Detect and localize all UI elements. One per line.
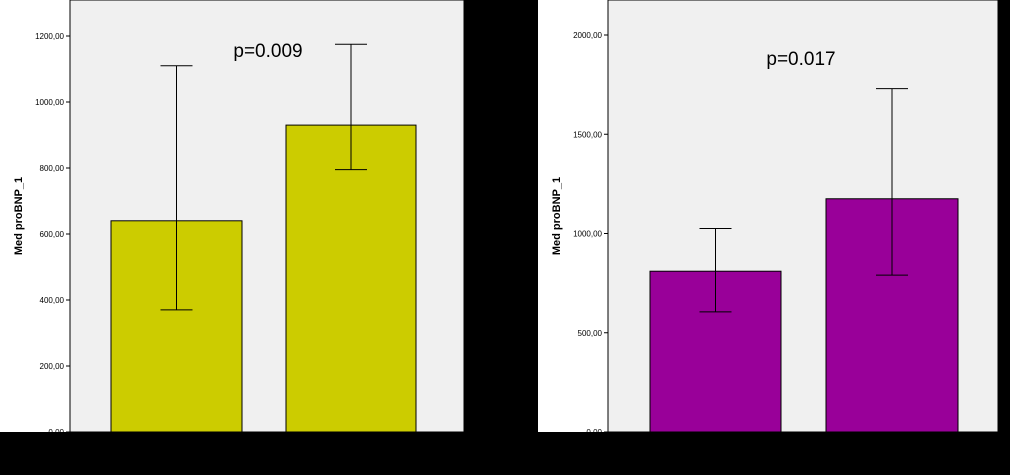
y-tick-label-left: 1200,00 (35, 32, 64, 41)
y-tick-label-right: 1500,00 (573, 130, 602, 139)
y-tick-label-left: 200,00 (40, 362, 65, 371)
y-ticks-right: 0,00 500,00 1000,00 1500,00 2000,00 (573, 31, 608, 437)
y-ticks-left: 0,00 200,00 400,00 600,00 800,00 1000,00 1200,… (35, 32, 70, 437)
y-axis-label-left: Med proBNP_1 (13, 177, 25, 255)
bar-left-2 (285, 124, 417, 433)
y-tick-label-left: 800,00 (40, 164, 65, 173)
chart-panel-right: Med proBNP_1 0,00 500,00 1000,00 1500,00 200… (538, 0, 999, 437)
y-tick-label-right: 0,00 (586, 428, 602, 437)
y-tick-label-left: 400,00 (40, 296, 65, 305)
y-tick-label-left: 0,00 (48, 428, 64, 437)
y-axis-label-right: Med proBNP_1 (551, 177, 563, 255)
y-tick-label-right: 2000,00 (573, 31, 602, 40)
error-bars-left (160, 43, 367, 311)
axis-strip-right (538, 0, 608, 432)
y-tick-label-left: 1000,00 (35, 98, 64, 107)
p-value-annotation-left: p=0.009 (233, 41, 302, 62)
axis-strip-left (0, 0, 70, 432)
y-tick-label-right: 500,00 (578, 329, 603, 338)
y-tick-label-right: 1000,00 (573, 230, 602, 239)
error-bars-right (699, 88, 908, 313)
p-value-annotation-right: p=0.017 (766, 49, 835, 70)
chart-panel-left: Med proBNP_1 0,00 200,00 400,00 600,00 800,0… (0, 0, 465, 437)
y-tick-label-left: 600,00 (40, 230, 65, 239)
